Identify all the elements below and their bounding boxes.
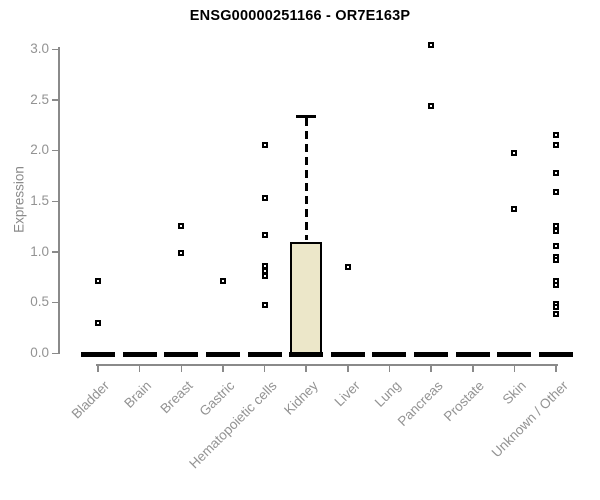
median-bar [247,351,282,357]
data-point [428,41,435,48]
y-tick-label: 2.5 [30,91,49,107]
median-bar [164,351,199,357]
median-bar [497,351,532,357]
x-tick-label: Prostate [441,378,488,425]
median-bar [414,351,449,357]
x-tick-label: Pancreas [394,378,446,429]
y-tick-label: 2.0 [30,142,49,158]
x-axis-tick [388,364,391,372]
data-point [428,102,435,109]
data-point [261,194,268,201]
x-axis-tick [472,364,474,372]
chart-title: ENSG00000251166 - OR7E163P [189,8,411,24]
median-bar [81,351,115,357]
data-point [261,302,268,309]
y-tick-label: 0.5 [30,294,49,310]
x-axis-tick [97,364,99,372]
y-axis-line [58,47,60,354]
median-bar [539,351,574,357]
x-axis-tick [555,364,557,372]
data-point [219,278,226,285]
data-point [95,278,101,285]
x-axis-tick [305,364,307,372]
data-point [553,256,560,263]
y-tick-label: 1.5 [30,193,49,208]
x-tick-label: Breast [157,378,196,417]
data-point [178,223,185,230]
x-axis-tick [347,364,349,372]
data-point [553,228,560,235]
median-bar [289,351,324,357]
data-point [553,169,560,176]
x-axis-tick [222,364,224,372]
data-point [553,223,560,230]
data-point [261,272,268,279]
x-axis-tick [180,364,183,372]
y-axis-tick [52,352,58,354]
data-point [261,267,268,274]
whisker-cap [296,114,317,118]
data-point [344,263,351,270]
x-axis-tick [430,364,432,372]
data-point [553,304,560,311]
y-axis-tick [52,149,58,152]
x-axis-line [96,364,559,366]
x-tick-label: Brain [121,378,155,411]
data-point [261,262,268,269]
data-point [511,150,518,157]
median-bar [205,351,240,357]
x-tick-label: Kidney [281,378,321,418]
x-tick-label: Lung [372,378,405,410]
x-axis-tick [138,364,141,372]
y-axis-tick [52,200,58,202]
upper-whisker [304,117,308,240]
y-axis-tick [52,48,58,50]
x-axis-tick [263,364,266,372]
y-axis-tick [52,99,58,101]
median-bar [122,351,157,357]
data-point [95,319,101,326]
data-point [553,282,560,289]
box-iqr [290,241,323,355]
x-axis-tick [513,364,516,372]
y-axis-tick [52,251,58,253]
data-point [261,142,268,149]
data-point [553,132,560,139]
x-tick-label: Skin [499,378,530,408]
y-tick-label: 1.0 [30,243,49,259]
x-tick-label: Unknown / Other [488,378,571,461]
x-tick-label: Gastric [196,378,238,419]
data-point [178,249,185,256]
median-bar [372,351,407,357]
y-axis-tick [52,301,58,304]
median-bar [330,351,365,357]
y-tick-label: 3.0 [30,41,49,56]
data-point [553,142,560,149]
data-point [553,188,560,195]
data-point [261,232,268,239]
x-tick-label: Liver [331,378,363,410]
data-point [553,311,560,318]
data-point [511,206,518,213]
median-bar [455,351,490,357]
x-tick-label: Bladder [69,378,113,422]
y-tick-label: 0.0 [30,345,49,360]
data-point [553,242,560,249]
